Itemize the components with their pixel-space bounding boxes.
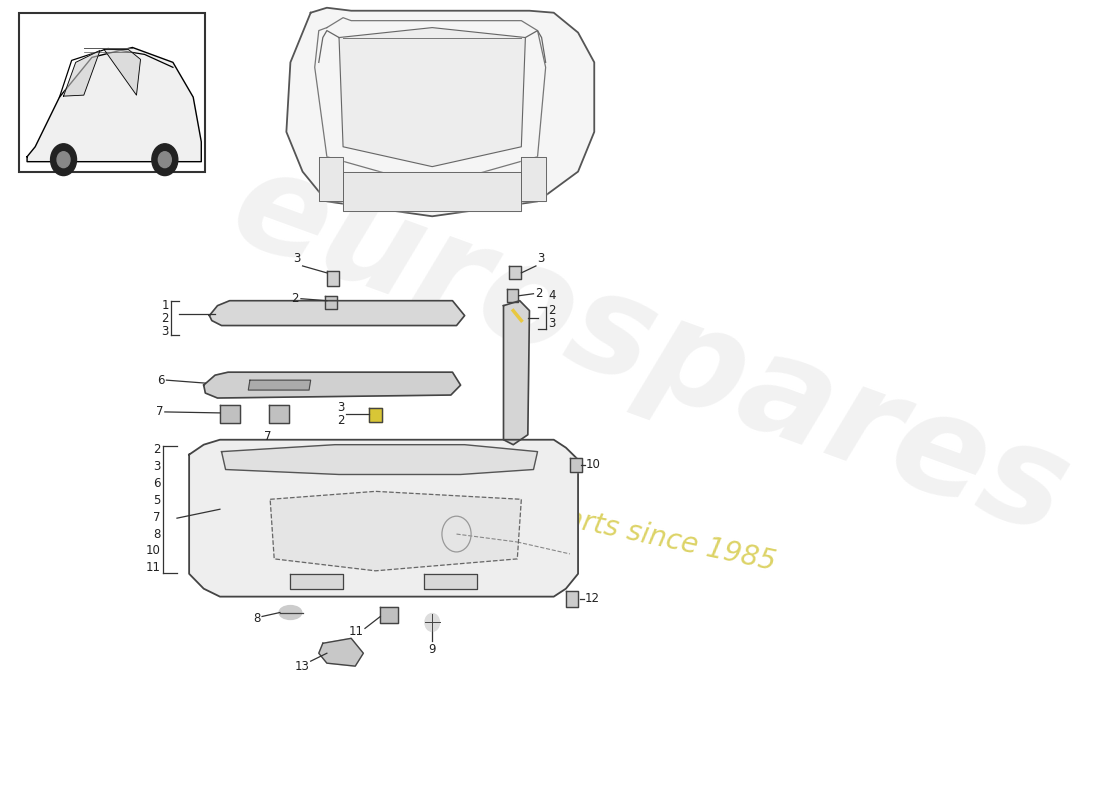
Polygon shape [290,574,343,589]
Polygon shape [189,440,579,597]
Polygon shape [504,301,529,445]
Circle shape [57,152,70,168]
Text: 13: 13 [294,660,309,673]
Text: eurospares: eurospares [216,137,1087,564]
Polygon shape [570,458,582,473]
Polygon shape [368,408,382,422]
Text: 2: 2 [535,287,542,300]
Text: 10: 10 [586,458,601,471]
Text: 8: 8 [153,527,161,541]
Text: 7: 7 [264,430,272,442]
Polygon shape [286,8,594,216]
Text: 2: 2 [153,443,161,456]
Text: 7: 7 [153,510,161,524]
Text: 2: 2 [292,292,298,306]
Text: 12: 12 [584,592,600,605]
Text: 3: 3 [548,317,556,330]
Circle shape [152,144,178,175]
Circle shape [158,152,172,168]
Text: 3: 3 [338,402,344,414]
Polygon shape [319,157,343,202]
Text: 7: 7 [156,406,163,418]
Polygon shape [209,301,464,326]
Polygon shape [521,157,546,202]
Polygon shape [343,171,521,211]
Polygon shape [425,574,476,589]
Text: 8: 8 [253,612,261,625]
Text: 2: 2 [548,304,556,317]
Text: a passion for parts since 1985: a passion for parts since 1985 [362,462,778,577]
Text: 3: 3 [153,460,161,473]
Text: 6: 6 [153,477,161,490]
Polygon shape [271,491,521,571]
Text: 10: 10 [146,545,161,558]
Text: 1: 1 [162,299,169,312]
Text: 5: 5 [153,494,161,506]
Polygon shape [268,405,289,423]
Polygon shape [326,296,337,309]
Text: 3: 3 [538,253,544,266]
Polygon shape [221,445,538,474]
FancyBboxPatch shape [19,13,206,171]
Polygon shape [64,50,100,96]
Text: 11: 11 [146,562,161,574]
Polygon shape [220,405,240,423]
Polygon shape [204,372,461,398]
Polygon shape [327,271,339,286]
Circle shape [425,614,440,631]
Polygon shape [28,47,201,162]
Polygon shape [104,50,141,95]
Text: 11: 11 [349,625,363,638]
Polygon shape [249,380,310,390]
Polygon shape [339,28,526,166]
Text: 2: 2 [338,414,344,427]
Polygon shape [507,289,518,302]
Polygon shape [565,590,579,606]
Text: 3: 3 [294,253,301,266]
Ellipse shape [279,606,301,619]
Circle shape [51,144,77,175]
Text: 2: 2 [162,312,169,325]
Text: 3: 3 [162,325,169,338]
Text: 9: 9 [429,643,436,656]
Polygon shape [379,606,398,623]
Polygon shape [319,638,363,666]
Text: 6: 6 [157,374,165,386]
Text: 4: 4 [548,290,556,302]
Polygon shape [509,266,521,279]
